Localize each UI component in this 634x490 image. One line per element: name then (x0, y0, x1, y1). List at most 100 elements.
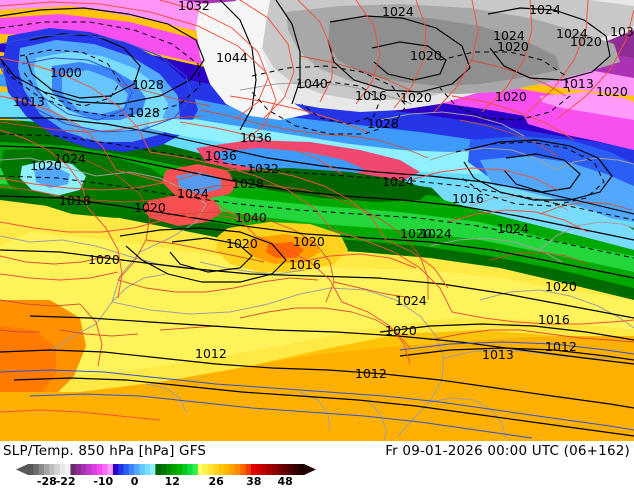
colorbar-swatch (181, 464, 188, 475)
colorbar-tick-label: 38 (246, 475, 262, 488)
isobar-label: 1024 (556, 26, 588, 41)
colorbar-swatch (293, 464, 300, 475)
temp-highland-cold-b (34, 166, 70, 188)
isobars-secondary (0, 0, 634, 421)
colorbar-tick-label: 0 (130, 475, 139, 488)
colorbar-arrow-icon (304, 464, 316, 475)
colorbar-tick-label: 12 (164, 475, 180, 488)
isobar-label: 1012 (355, 366, 387, 381)
map-svg[interactable]: 1032102410241000104410241020102410201032… (0, 0, 634, 441)
colorbar-swatch (112, 464, 119, 475)
isobar-label: 1028 (367, 116, 399, 131)
colorbar-swatch (128, 464, 135, 475)
colorbar-swatch (155, 464, 162, 475)
isobar-label: 1024 (497, 221, 529, 236)
colorbar-swatch (107, 464, 114, 475)
colorbar-swatch (166, 464, 172, 475)
isobar-label: 1024 (382, 174, 414, 189)
isobar-label: 1044 (216, 50, 248, 65)
isobar-label: 1020 (570, 34, 602, 49)
colorbar-swatch (298, 464, 305, 475)
isobar-label: 1016 (289, 257, 321, 272)
colorbar-swatch (272, 464, 279, 475)
isobar-label: 1013 (562, 76, 594, 91)
colorbar-swatch (81, 464, 87, 475)
temp-highland-warm-c (142, 194, 222, 226)
colorbar-swatch (75, 464, 82, 475)
colorbar-swatch (229, 464, 236, 475)
isobar-label: 1024 (382, 4, 414, 19)
isobar-label: 1024 (54, 151, 86, 166)
colorbar-swatch (282, 464, 289, 475)
isobar-labels: 1032102410241000104410241020102410201032… (13, 0, 634, 381)
contours-blue (0, 33, 634, 439)
colorbar-swatch (139, 464, 146, 475)
colorbar-swatch (86, 464, 93, 475)
colorbar-swatch (33, 464, 40, 475)
chart-datetime: Fr 09-01-2026 00:00 UTC (06+162) (385, 443, 630, 459)
colorbar-swatch (288, 464, 294, 475)
colorbar-swatch (43, 464, 50, 475)
temp-lobe-east-magenta (520, 104, 634, 150)
colorbar-swatch (277, 464, 284, 475)
temp-front-mottle-c (230, 168, 432, 202)
colorbar-tick-label: -28 (36, 475, 57, 488)
colorbar-swatch (118, 464, 125, 475)
isobar-label: 1032 (178, 0, 210, 13)
temp-lobe-east-pink (540, 92, 634, 120)
colorbar-swatch (176, 464, 183, 475)
colorbar-swatch (102, 464, 109, 475)
isobar-label: 1020 (134, 200, 166, 215)
isobar-label: 1028 (232, 176, 264, 191)
isobar-label: 1020 (385, 323, 417, 338)
country-borders (0, 55, 634, 367)
colorbar-swatch (208, 464, 215, 475)
colorbar-tick-label: -22 (55, 475, 76, 488)
isobar-label: 1016 (452, 191, 484, 206)
isobar-label: 1020 (545, 279, 577, 294)
colorbar-swatch (123, 464, 130, 475)
colorbar-swatch (261, 464, 268, 475)
isobar-label: 1018 (59, 193, 91, 208)
isobar-label: 1013 (482, 347, 514, 362)
colorbar-tick-labels: -28 -22 -10 0 12 26 38 48 (0, 475, 330, 489)
isobar-label: 1013 (13, 94, 45, 109)
isobar-label: 1012 (545, 339, 577, 354)
colorbar-swatch (171, 464, 178, 475)
isobar-label: 1032 (247, 161, 279, 176)
colorbar-swatch (250, 464, 257, 475)
colorbar[interactable] (16, 464, 316, 475)
colorbar-swatch (213, 464, 220, 475)
colorbar-swatch (144, 464, 151, 475)
colorbar-swatch (219, 464, 225, 475)
isobar-label: 1036 (205, 148, 237, 163)
colorbar-swatch (235, 464, 241, 475)
isobar-label: 1028 (132, 77, 164, 92)
isobar-label: 1040 (296, 76, 328, 91)
colorbar-tick-label: -10 (93, 475, 114, 488)
colorbar-swatch (224, 464, 231, 475)
colorbar-swatch (97, 464, 103, 475)
temp-lobe-east-cyan2 (430, 182, 634, 250)
colorbar-swatch (28, 464, 34, 475)
colorbar-swatch (256, 464, 263, 475)
isobar-label: 1016 (355, 88, 387, 103)
colorbar-tick-label: 48 (277, 475, 293, 488)
isobar-label: 1020 (400, 226, 432, 241)
isobar-label: 1032 (610, 24, 634, 39)
isobar-label: 1040 (235, 210, 267, 225)
isobar-label: 1024 (493, 28, 525, 43)
footer-legend-bar: SLP/Temp. 850 hPa [hPa] GFS Fr 09-01-202… (0, 441, 634, 490)
colorbar-swatch (65, 464, 72, 475)
isobar-label: 1020 (400, 90, 432, 105)
colorbar-swatch (54, 464, 61, 475)
colorbar-swatch (91, 464, 98, 475)
colorbar-swatch (134, 464, 141, 475)
chart-title: SLP/Temp. 850 hPa [hPa] GFS (3, 443, 207, 459)
isobar-label: 1020 (293, 234, 325, 249)
colorbar-swatch (70, 464, 77, 475)
isobar-label: 1024 (177, 186, 209, 201)
map-canvas[interactable]: 1032102410241000104410241020102410201032… (0, 0, 634, 441)
isobar-label: 1020 (410, 48, 442, 63)
colorbar-swatch (49, 464, 56, 475)
